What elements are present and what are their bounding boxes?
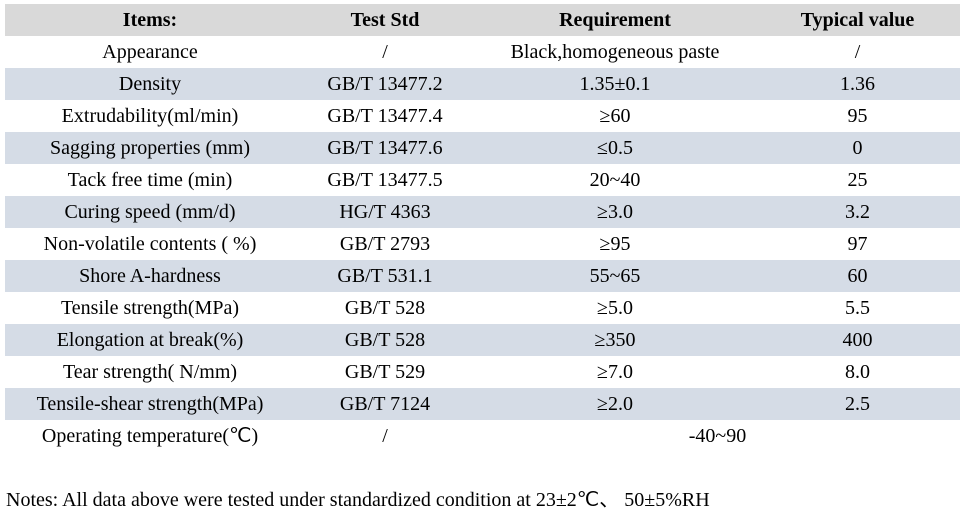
table-row: Density GB/T 13477.2 1.35±0.1 1.36 (5, 68, 960, 100)
requirement-cell: ≤0.5 (475, 132, 755, 164)
table-row: Appearance / Black,homogeneous paste / (5, 36, 960, 68)
test-std-cell: GB/T 528 (295, 292, 475, 324)
table-row: Tensile strength(MPa) GB/T 528 ≥5.0 5.5 (5, 292, 960, 324)
typical-value-cell: 2.5 (755, 388, 960, 420)
item-cell: Sagging properties (mm) (5, 132, 295, 164)
table-row: Curing speed (mm/d) HG/T 4363 ≥3.0 3.2 (5, 196, 960, 228)
requirement-cell: 55~65 (475, 260, 755, 292)
item-cell: Non-volatile contents ( %) (5, 228, 295, 260)
item-cell: Tensile strength(MPa) (5, 292, 295, 324)
table-header-row: Items: Test Std Requirement Typical value (5, 4, 960, 36)
test-std-cell: GB/T 13477.6 (295, 132, 475, 164)
test-std-cell: GB/T 7124 (295, 388, 475, 420)
typical-value-cell: 0 (755, 132, 960, 164)
column-header: Requirement (475, 4, 755, 36)
column-header: Items: (5, 4, 295, 36)
item-cell: Extrudability(ml/min) (5, 100, 295, 132)
test-std-cell: GB/T 13477.4 (295, 100, 475, 132)
typical-value-cell: 95 (755, 100, 960, 132)
item-cell: Density (5, 68, 295, 100)
table-row: Sagging properties (mm) GB/T 13477.6 ≤0.5 0 (5, 132, 960, 164)
typical-value-cell: 8.0 (755, 356, 960, 388)
typical-value-cell: 1.36 (755, 68, 960, 100)
item-cell: Shore A-hardness (5, 260, 295, 292)
test-std-cell: / (295, 420, 475, 452)
requirement-cell: Black,homogeneous paste (475, 36, 755, 68)
typical-value-cell: 97 (755, 228, 960, 260)
item-cell: Elongation at break(%) (5, 324, 295, 356)
table-row: Extrudability(ml/min) GB/T 13477.4 ≥60 95 (5, 100, 960, 132)
typical-value-cell: / (755, 36, 960, 68)
table-row: Tensile-shear strength(MPa) GB/T 7124 ≥2.0… (5, 388, 960, 420)
table-row: Tack free time (min) GB/T 13477.5 20~40 25 (5, 164, 960, 196)
test-std-cell: GB/T 13477.2 (295, 68, 475, 100)
requirement-cell: ≥60 (475, 100, 755, 132)
requirement-cell: ≥350 (475, 324, 755, 356)
test-std-cell: GB/T 531.1 (295, 260, 475, 292)
test-std-cell: GB/T 13477.5 (295, 164, 475, 196)
requirement-cell: -40~90 (475, 420, 960, 452)
test-std-cell: GB/T 529 (295, 356, 475, 388)
requirement-cell: ≥7.0 (475, 356, 755, 388)
table-row: Tear strength( N/mm) GB/T 529 ≥7.0 8.0 (5, 356, 960, 388)
requirement-cell: 20~40 (475, 164, 755, 196)
notes-text: Notes: All data above were tested under … (6, 489, 710, 511)
typical-value-cell: 400 (755, 324, 960, 356)
test-std-cell: GB/T 528 (295, 324, 475, 356)
item-cell: Appearance (5, 36, 295, 68)
test-std-cell: GB/T 2793 (295, 228, 475, 260)
requirement-cell: ≥2.0 (475, 388, 755, 420)
table-row: Operating temperature(℃) / -40~90 (5, 420, 960, 452)
column-header: Typical value (755, 4, 960, 36)
item-cell: Curing speed (mm/d) (5, 196, 295, 228)
test-std-cell: HG/T 4363 (295, 196, 475, 228)
typical-value-cell: 5.5 (755, 292, 960, 324)
requirement-cell: ≥95 (475, 228, 755, 260)
requirement-cell: ≥3.0 (475, 196, 755, 228)
spec-table: Items: Test Std Requirement Typical value A… (5, 4, 960, 452)
requirement-cell: 1.35±0.1 (475, 68, 755, 100)
item-cell: Operating temperature(℃) (5, 420, 295, 452)
typical-value-cell: 25 (755, 164, 960, 196)
typical-value-cell: 3.2 (755, 196, 960, 228)
typical-value-cell: 60 (755, 260, 960, 292)
table-row: Shore A-hardness GB/T 531.1 55~65 60 (5, 260, 960, 292)
item-cell: Tear strength( N/mm) (5, 356, 295, 388)
column-header: Test Std (295, 4, 475, 36)
item-cell: Tack free time (min) (5, 164, 295, 196)
requirement-cell: ≥5.0 (475, 292, 755, 324)
item-cell: Tensile-shear strength(MPa) (5, 388, 295, 420)
test-std-cell: / (295, 36, 475, 68)
table-row: Non-volatile contents ( %) GB/T 2793 ≥95 97 (5, 228, 960, 260)
table-row: Elongation at break(%) GB/T 528 ≥350 400 (5, 324, 960, 356)
